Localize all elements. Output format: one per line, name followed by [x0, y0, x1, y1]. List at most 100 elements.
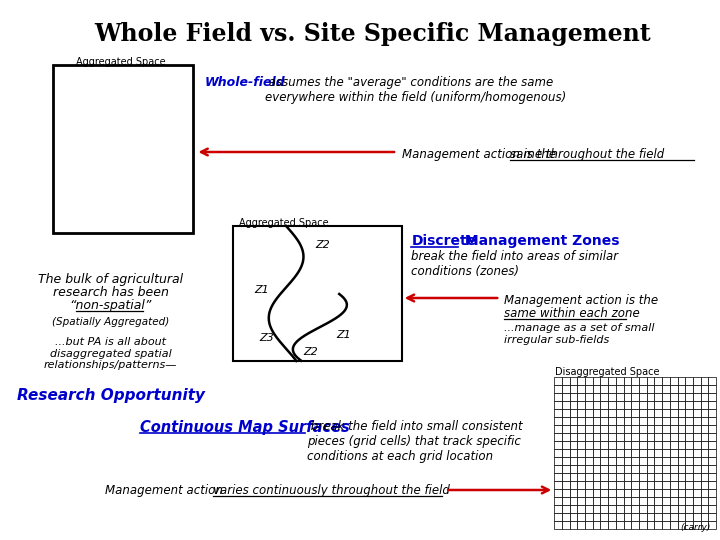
Bar: [562, 377, 570, 385]
Text: Discrete: Discrete: [411, 234, 477, 248]
Bar: [616, 385, 624, 393]
Bar: [593, 497, 600, 505]
Bar: [600, 465, 608, 473]
Bar: [562, 521, 570, 529]
Bar: [624, 521, 631, 529]
Bar: [639, 449, 647, 457]
Bar: [647, 481, 654, 489]
Bar: [685, 497, 693, 505]
Bar: [624, 489, 631, 497]
Bar: [585, 393, 593, 401]
Bar: [616, 425, 624, 433]
Bar: [670, 385, 678, 393]
Bar: [639, 497, 647, 505]
Bar: [600, 489, 608, 497]
Bar: [577, 481, 585, 489]
Bar: [554, 409, 562, 417]
Bar: [554, 425, 562, 433]
Bar: [693, 433, 701, 441]
Bar: [647, 473, 654, 481]
Text: (Spatially Aggregated): (Spatially Aggregated): [52, 317, 169, 327]
Bar: [570, 401, 577, 409]
Bar: [554, 473, 562, 481]
Bar: [701, 481, 708, 489]
Bar: [562, 497, 570, 505]
Bar: [554, 393, 562, 401]
Text: Management action: Management action: [105, 484, 227, 497]
Bar: [624, 473, 631, 481]
Bar: [554, 465, 562, 473]
Bar: [662, 457, 670, 465]
Bar: [670, 481, 678, 489]
Bar: [701, 473, 708, 481]
Bar: [585, 417, 593, 425]
Text: The bulk of agricultural: The bulk of agricultural: [38, 273, 183, 286]
Bar: [654, 505, 662, 513]
Bar: [585, 513, 593, 521]
Bar: [662, 513, 670, 521]
Bar: [631, 401, 639, 409]
Text: Z3: Z3: [259, 333, 274, 343]
Bar: [624, 457, 631, 465]
Bar: [631, 481, 639, 489]
Bar: [562, 481, 570, 489]
Bar: [662, 473, 670, 481]
Bar: [616, 409, 624, 417]
Text: Z1: Z1: [337, 330, 351, 340]
Bar: [678, 457, 685, 465]
Bar: [624, 505, 631, 513]
Bar: [577, 505, 585, 513]
Bar: [616, 497, 624, 505]
Bar: [608, 489, 616, 497]
Bar: [670, 441, 678, 449]
Bar: [616, 505, 624, 513]
Bar: [600, 441, 608, 449]
Bar: [585, 385, 593, 393]
Bar: [570, 457, 577, 465]
Bar: [577, 377, 585, 385]
Bar: [624, 417, 631, 425]
Bar: [600, 401, 608, 409]
Bar: [670, 393, 678, 401]
Bar: [647, 465, 654, 473]
Bar: [631, 377, 639, 385]
Bar: [585, 521, 593, 529]
Bar: [708, 505, 716, 513]
Bar: [708, 441, 716, 449]
Bar: [616, 449, 624, 457]
Bar: [570, 449, 577, 457]
Bar: [593, 449, 600, 457]
Bar: [554, 481, 562, 489]
Bar: [678, 425, 685, 433]
Bar: [593, 505, 600, 513]
Bar: [585, 441, 593, 449]
Bar: [600, 473, 608, 481]
Bar: [685, 473, 693, 481]
Bar: [570, 409, 577, 417]
Bar: [554, 417, 562, 425]
Bar: [53, 65, 193, 233]
Bar: [554, 513, 562, 521]
Bar: [708, 481, 716, 489]
Bar: [562, 465, 570, 473]
Bar: [670, 409, 678, 417]
Bar: [585, 449, 593, 457]
Bar: [662, 433, 670, 441]
Bar: [624, 433, 631, 441]
Bar: [562, 425, 570, 433]
Bar: [624, 393, 631, 401]
Bar: [585, 377, 593, 385]
Bar: [662, 441, 670, 449]
Bar: [685, 505, 693, 513]
Bar: [585, 489, 593, 497]
Bar: [708, 377, 716, 385]
Bar: [693, 521, 701, 529]
Bar: [624, 401, 631, 409]
Text: “non-spatial”: “non-spatial”: [69, 299, 152, 312]
Bar: [631, 441, 639, 449]
Bar: [685, 425, 693, 433]
Bar: [639, 465, 647, 473]
Bar: [570, 521, 577, 529]
Bar: [593, 465, 600, 473]
Bar: [647, 441, 654, 449]
